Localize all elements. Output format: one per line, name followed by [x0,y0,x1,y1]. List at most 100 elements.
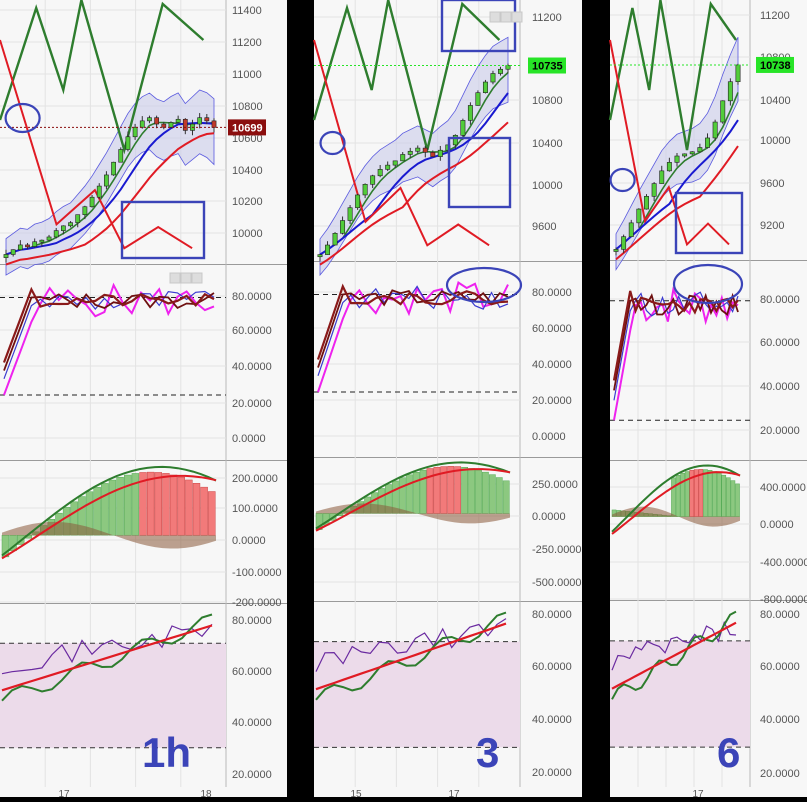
macd-histogram-bar [108,479,117,536]
macd-tick-label: -400.0000 [760,557,807,569]
stoch-d-line [317,285,509,376]
date-axis-label: 17 [448,789,460,797]
candle [125,136,131,150]
rsi-tick-label: 20.0000 [760,768,800,780]
stoch-slow-line-2 [2,286,215,363]
annotation-circle [319,130,346,156]
rsi-tick-label: 60.0000 [532,661,572,673]
candle [498,68,503,74]
macd-signal-area [2,521,216,549]
price-tick-label: 10000 [532,180,563,192]
candle [644,196,649,210]
macd-tick-label: -500.0000 [532,577,582,589]
candle [60,225,66,231]
candle [460,120,466,136]
candle [712,121,718,139]
macd-histogram-bar [502,480,510,514]
stoch-k-line [3,282,215,396]
candle [392,160,398,166]
macd-signal-line [611,471,741,535]
timeframe-column-tf-1h: 11400 11200 11000 10800 10600 10400 10200 10000… [0,0,287,800]
pane-control-button[interactable] [180,272,192,284]
timeframe-handwritten-label: 1h [142,729,191,776]
stoch-slow-line [3,292,215,371]
price-tick-label: 10600 [232,133,263,145]
price-tick-label: 9200 [760,220,784,232]
annotation-circle [609,167,636,193]
pane-control-button[interactable] [489,11,501,23]
macd-tick-label: 0.0000 [232,535,266,547]
candle [362,183,368,196]
macd-histogram-bar [154,472,162,536]
macd-histogram-bar [730,480,736,517]
macd-line [611,464,741,533]
candle [39,239,45,243]
macd-histogram-bar [703,469,708,517]
candle [682,153,688,157]
candle [697,147,703,153]
annotation-ellipse [445,266,523,304]
candle [182,118,188,131]
last-price-tag [228,119,266,136]
macd-histogram-bar [192,483,201,536]
annotation-box-top [440,0,517,53]
timeframe-column-tf-3: 11200 10800 10400 10000 9600 10735 80.0000 60.0… [312,0,582,800]
zigzag-red-line [0,39,193,250]
macd-histogram-bar [208,491,216,536]
price-tick-label: 10400 [532,138,563,150]
candle [467,105,473,121]
macd-histogram-bar [680,472,685,517]
stoch-tick-label: 20.0000 [760,425,800,437]
candle [651,183,657,197]
price-tick-label: 11400 [232,5,262,17]
candle [17,244,23,250]
macd-histogram-bar [488,474,496,514]
pane-control-button[interactable] [191,272,203,284]
candle [104,174,109,187]
macd-histogram-bar [454,466,462,514]
rsi-line-purple [1,623,213,675]
candle [452,134,458,146]
annotation-ellipse [672,263,744,305]
macd-signal-line [315,468,511,532]
rsi-tick-label: 20.0000 [232,769,272,781]
macd-histogram-bar [712,471,717,517]
candle [89,196,95,208]
candle [161,123,167,128]
macd-histogram-bar [721,474,727,517]
candle [10,249,16,255]
candle [317,254,323,258]
macd-histogram-bar [177,476,185,536]
annotation-box [447,136,512,209]
rsi-band-fill [314,641,520,748]
zigzag-red-line [609,39,730,247]
ema-mid-line [319,92,509,256]
pane-control-button[interactable] [511,11,523,23]
stoch-tick-label: 80.0000 [532,287,572,299]
macd-tick-label: -250.0000 [532,544,582,556]
candle [475,92,481,106]
candle [340,220,346,234]
macd-tick-label: 400.0000 [760,482,806,494]
price-tick-label: 10800 [532,95,563,107]
candle [659,170,665,184]
price-tick-label: 10000 [760,135,791,147]
stoch-tick-label: 20.0000 [232,398,272,410]
macd-histogram-bar [185,479,193,536]
candle [720,100,726,123]
candle [147,117,152,122]
candle [82,206,88,215]
stoch-d-line [3,290,215,380]
pane-control-button[interactable] [500,11,512,23]
rsi-line-green [1,613,213,702]
pane-control-button[interactable] [169,272,181,284]
rsi-line-red [1,624,213,692]
candle [75,214,81,223]
candle [347,207,353,221]
macd-tick-label: -200.0000 [232,597,282,609]
rsi-line-purple [315,618,507,672]
candle [727,81,733,102]
candle [355,194,361,209]
